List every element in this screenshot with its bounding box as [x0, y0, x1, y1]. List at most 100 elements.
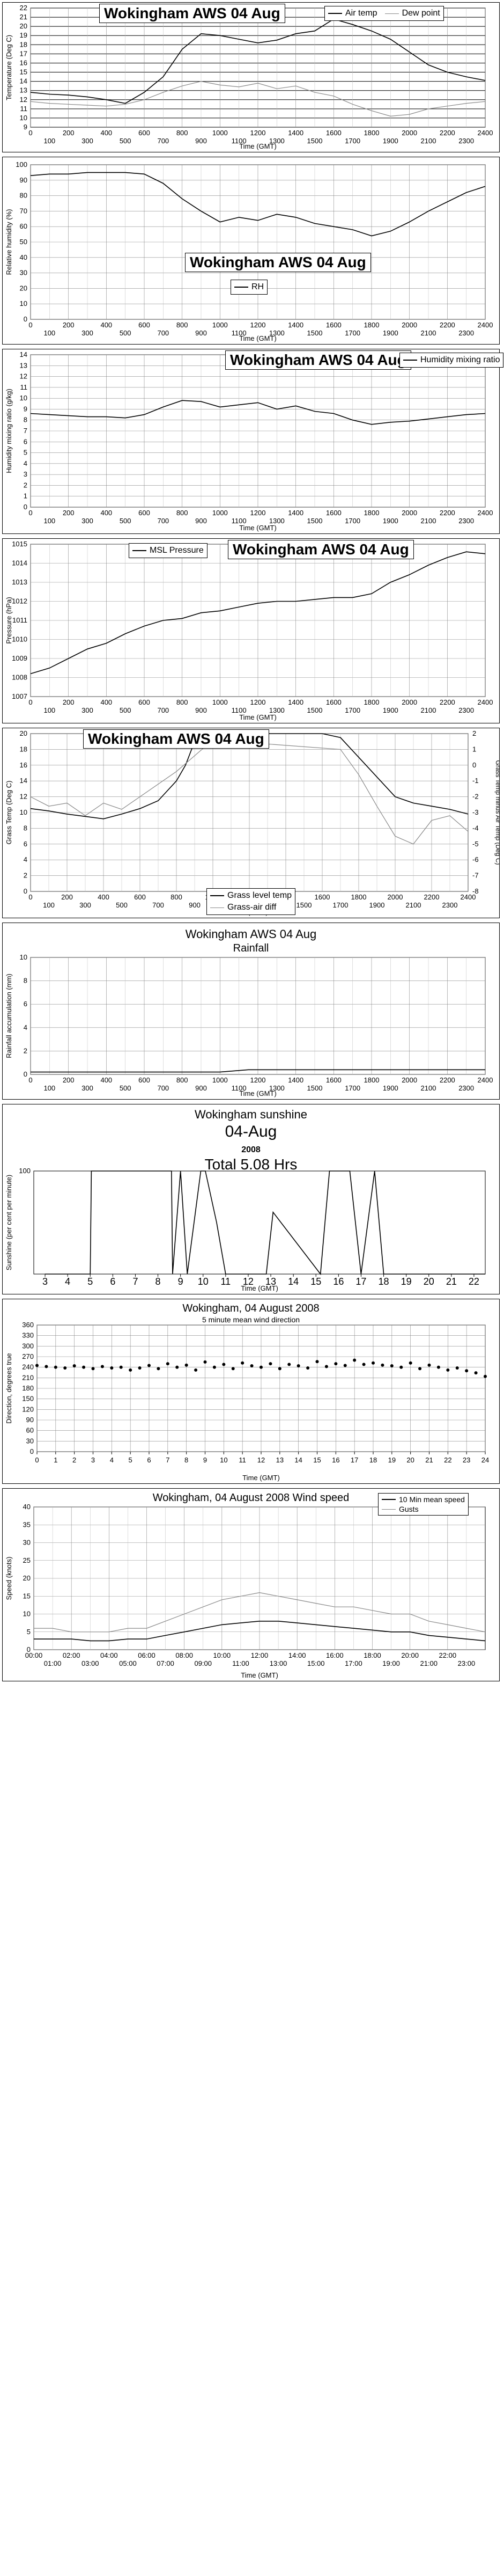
y-tick-label: 30 — [23, 1539, 31, 1547]
pressure-title: Wokingham AWS 04 Aug — [228, 540, 414, 559]
data-point — [241, 1361, 244, 1365]
x-axis-label: Time (GMT) — [239, 524, 277, 532]
data-point — [63, 1366, 67, 1370]
x-tick-label: 18 — [379, 1276, 389, 1287]
data-point — [194, 1368, 198, 1372]
x-tick-label: 100 — [43, 901, 55, 909]
data-point — [119, 1365, 123, 1369]
series-line — [30, 172, 486, 237]
x-tick-label: 2200 — [440, 321, 455, 329]
x-tick-label: 5 — [87, 1276, 93, 1287]
x-tick-label: 1800 — [364, 1076, 380, 1084]
mixing-ratio-legend: Humidity mixing ratio — [399, 353, 504, 368]
y-tick-label: 5 — [24, 449, 27, 457]
x-tick-label: 20:00 — [401, 1651, 419, 1659]
data-point — [278, 1367, 281, 1371]
x-tick-label: 2100 — [421, 706, 436, 714]
x-tick-label: 600 — [138, 1076, 150, 1084]
x-tick-label: 900 — [189, 901, 201, 909]
x-tick-label: 1900 — [383, 329, 398, 337]
x-tick-label: 1200 — [250, 698, 266, 706]
data-point — [287, 1363, 291, 1366]
data-point — [455, 1366, 459, 1370]
y-axis-label: Pressure (hPa) — [5, 597, 13, 643]
x-tick-label: 900 — [195, 329, 207, 337]
y-right-tick-label: 1 — [472, 745, 476, 753]
x-tick-label: 4 — [110, 1456, 114, 1464]
rainfall-subtitle: Rainfall — [233, 942, 269, 954]
y-tick-label: 1014 — [12, 559, 27, 567]
mixing-ratio-panel: 0 1 2 3 4 5 6 7 8 9 10 11 12 13 14 0 200 400 600 800 1000 120… — [2, 349, 504, 534]
y-tick-label: 270 — [22, 1352, 34, 1360]
y-tick-label: 10 — [20, 299, 27, 308]
x-tick-label: 1900 — [383, 1084, 398, 1092]
y-tick-label: 0 — [24, 315, 27, 323]
x-tick-label: 6 — [110, 1276, 115, 1287]
y-tick-label: 4 — [24, 459, 27, 467]
x-tick-label: 400 — [100, 1076, 112, 1084]
x-tick-label: 1800 — [364, 698, 380, 706]
y-tick-label: 30 — [20, 269, 27, 277]
x-tick-label: 1500 — [307, 137, 323, 145]
x-tick-label: 1800 — [364, 129, 380, 137]
x-tick-label: 2 — [72, 1456, 76, 1464]
y-tick-label: 20 — [20, 284, 27, 292]
legend-gusts: Gusts — [399, 1505, 419, 1513]
sunshine-total: Total 5.08 Hrs — [204, 1156, 298, 1173]
x-tick-label: 1400 — [288, 698, 303, 706]
temperature-title: Wokingham AWS 04 Aug — [99, 4, 285, 23]
x-tick-label: 1400 — [288, 129, 303, 137]
data-point — [45, 1365, 48, 1368]
y-tick-label: 10 — [20, 953, 27, 961]
x-tick-label: 16 — [332, 1456, 339, 1464]
x-axis-label: Time (GMT) — [241, 1671, 278, 1679]
sunshine-year: 2008 — [241, 1145, 261, 1154]
x-tick-label: 2300 — [458, 706, 474, 714]
y-tick-label: 9 — [24, 405, 27, 413]
y-tick-label: 1015 — [12, 540, 27, 548]
x-tick-label: 7 — [132, 1276, 138, 1287]
data-point — [82, 1365, 86, 1369]
data-point — [390, 1364, 394, 1368]
data-point — [315, 1360, 319, 1364]
x-tick-label: 8 — [155, 1276, 161, 1287]
y-tick-label: 13 — [20, 361, 27, 369]
x-tick-label: 2000 — [402, 509, 417, 517]
x-tick-label: 600 — [138, 321, 150, 329]
x-tick-label: 17 — [351, 1456, 358, 1464]
y-tick-label: 8 — [24, 977, 27, 985]
x-tick-label: 1900 — [383, 137, 398, 145]
x-tick-label: 1700 — [345, 706, 360, 714]
x-tick-label: 100 — [43, 137, 55, 145]
y-tick-label: 14 — [20, 77, 27, 85]
x-axis-label: Time (GMT) — [239, 1089, 277, 1097]
x-tick-label: 900 — [195, 706, 207, 714]
y-tick-label: 21 — [20, 13, 27, 21]
x-tick-label: 2100 — [406, 901, 421, 909]
y-tick-label: 25 — [23, 1556, 31, 1564]
data-point — [446, 1368, 450, 1372]
x-tick-label: 1000 — [212, 698, 228, 706]
pressure-panel: 1007 1008 1009 1010 1011 1012 1013 1014 1015 0 200… — [2, 538, 500, 723]
x-tick-label: 8 — [184, 1456, 188, 1464]
series-line — [30, 80, 486, 117]
x-tick-label: 2100 — [421, 137, 436, 145]
data-point — [250, 1364, 254, 1368]
x-tick-label: 1100 — [232, 1084, 247, 1092]
x-axis-label: Time (GMT) — [242, 1474, 280, 1482]
x-tick-label: 09:00 — [194, 1659, 212, 1667]
x-tick-label: 100 — [43, 517, 55, 525]
x-tick-label: 3 — [42, 1276, 48, 1287]
x-tick-label: 2400 — [478, 129, 493, 137]
y-tick-label: 11 — [20, 105, 28, 113]
data-point — [203, 1360, 207, 1364]
y-tick-label: 20 — [20, 22, 27, 30]
data-point — [343, 1364, 347, 1367]
y-tick-label: 12 — [20, 372, 27, 380]
x-tick-label: 10:00 — [213, 1651, 231, 1659]
y-tick-label: 19 — [20, 31, 27, 39]
y-tick-label: 18 — [20, 745, 27, 753]
x-tick-label: 1800 — [364, 321, 380, 329]
